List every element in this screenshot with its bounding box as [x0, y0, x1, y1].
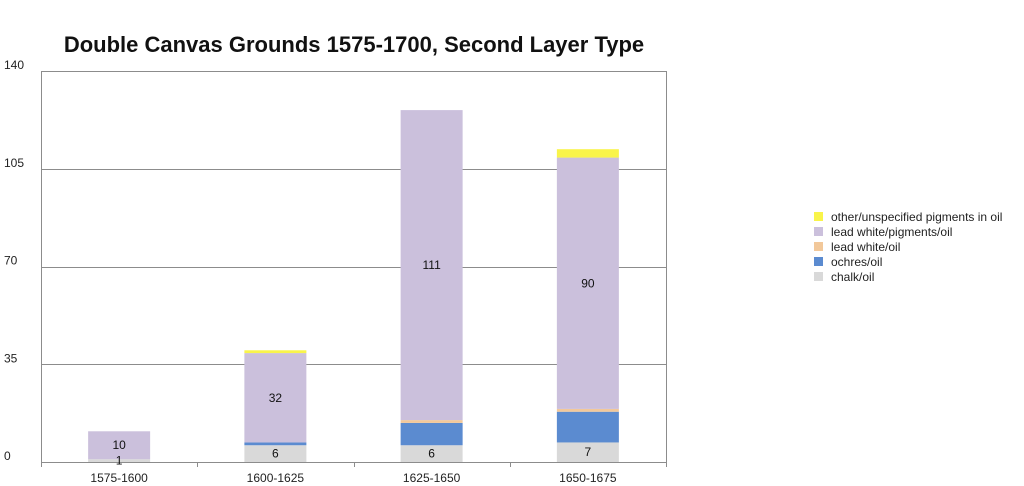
- bar-segment: [244, 442, 307, 446]
- data-label: 32: [269, 391, 283, 405]
- bar-segment: [400, 420, 463, 423]
- legend-label: lead white/pigments/oil: [831, 225, 952, 239]
- bar-segment: [400, 110, 463, 421]
- legend-swatch: [814, 227, 823, 236]
- bar-segment: [244, 353, 307, 443]
- bar-segment: [400, 422, 463, 446]
- bar-segment: [244, 445, 307, 462]
- bar-segment: [88, 431, 151, 460]
- bar-segment: [556, 408, 619, 412]
- bar-segment: [556, 411, 619, 443]
- legend-label: lead white/oil: [831, 240, 900, 254]
- x-tick-label: 1600-1625: [247, 471, 305, 485]
- legend-swatch: [814, 212, 823, 221]
- data-labels: 1 10 6 32 6 111 7 90: [112, 258, 594, 468]
- bar-segment: [556, 442, 619, 462]
- data-label: 6: [272, 447, 279, 461]
- legend-swatch: [814, 242, 823, 251]
- legend-swatch: [814, 257, 823, 266]
- y-tick-label: 35: [4, 351, 18, 365]
- data-label: 111: [423, 258, 442, 272]
- legend-label: other/unspecified pigments in oil: [831, 210, 1002, 224]
- y-tick-label: 70: [4, 254, 18, 268]
- y-tick-label: 0: [4, 449, 11, 463]
- bars: [88, 110, 619, 462]
- y-tick-label: 140: [4, 58, 24, 72]
- data-label: 10: [112, 438, 126, 452]
- data-label: 6: [428, 447, 435, 461]
- data-label: 7: [585, 445, 592, 459]
- x-tick-label: 1575-1600: [90, 471, 148, 485]
- bar-segment: [556, 149, 619, 158]
- chart-title: Double Canvas Grounds 1575-1700, Second …: [64, 32, 644, 57]
- bar-segment: [556, 157, 619, 409]
- bar-segment: [244, 350, 307, 354]
- data-label: 1: [116, 454, 123, 468]
- legend-label: chalk/oil: [831, 270, 874, 284]
- legend-label: ochres/oil: [831, 255, 882, 269]
- bar-segment: [88, 459, 151, 462]
- bar-segment: [400, 445, 463, 462]
- legend-swatch: [814, 272, 823, 281]
- x-tick-label: 1650-1675: [559, 471, 617, 485]
- x-tick-label: 1625-1650: [403, 471, 461, 485]
- data-label: 90: [581, 276, 595, 290]
- y-tick-label: 105: [4, 156, 24, 170]
